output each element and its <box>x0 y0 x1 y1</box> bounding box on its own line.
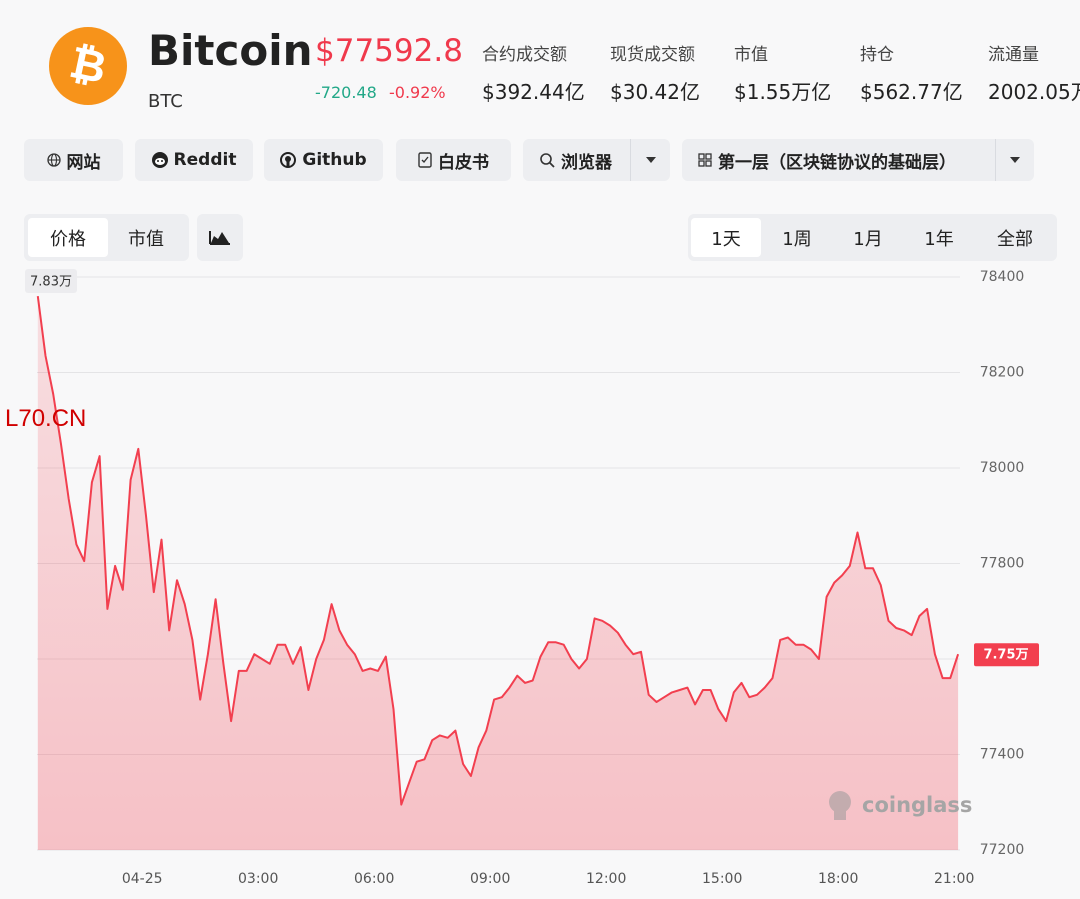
stat-value: $30.42亿 <box>610 80 700 104</box>
price-line <box>36 295 960 806</box>
high-label: 7.83万 <box>30 275 72 290</box>
range-tab[interactable]: 1周 <box>782 229 812 250</box>
tab[interactable]: 市值 <box>128 229 164 250</box>
tab[interactable]: 价格 <box>50 229 86 250</box>
stat-label: 市值 <box>734 45 768 65</box>
grid-icon <box>698 153 712 167</box>
dropdown-caret[interactable] <box>646 157 656 163</box>
stat-value: $392.44亿 <box>482 80 585 104</box>
link-whitepaper[interactable]: 白皮书 <box>396 139 511 181</box>
stat-label: 合约成交额 <box>482 45 567 65</box>
area-fill <box>37 296 959 851</box>
x-tick-label: 03:00 <box>238 871 278 887</box>
doc-icon <box>418 152 432 168</box>
stat-label: 流通量 <box>988 45 1039 65</box>
price: $77592.8 <box>315 33 463 69</box>
link-reddit[interactable]: Reddit <box>135 139 253 181</box>
y-tick-label: 78400 <box>980 269 1025 285</box>
price-change-pct: -0.92% <box>389 83 446 102</box>
range-tab[interactable]: 1年 <box>924 229 954 250</box>
link-label: 白皮书 <box>438 152 489 173</box>
link-github[interactable]: Github <box>264 139 383 181</box>
y-tick-label: 77200 <box>980 842 1025 858</box>
divider <box>630 139 631 181</box>
x-tick-label: 06:00 <box>354 871 394 887</box>
y-tick-label: 77800 <box>980 556 1025 572</box>
stat-value: 2002.05万 <box>988 80 1080 104</box>
x-tick-label: 09:00 <box>470 871 510 887</box>
logo-circle <box>49 27 127 105</box>
watermark: coinglass <box>862 793 972 817</box>
divider <box>995 139 996 181</box>
range-tab[interactable]: 1月 <box>853 229 883 250</box>
x-tick-label: 21:00 <box>934 871 974 887</box>
coin-logo: ₿ <box>49 27 127 105</box>
area-chart-icon <box>209 231 230 245</box>
coin-name: Bitcoin <box>148 26 313 75</box>
coin-symbol: BTC <box>148 91 183 112</box>
y-tick-label: 78000 <box>980 460 1025 476</box>
selected-range <box>691 218 761 257</box>
globe-icon <box>46 153 61 167</box>
y-tick-label: 77400 <box>980 747 1025 763</box>
stat-value: $1.55万亿 <box>734 80 832 104</box>
search-icon <box>540 153 555 168</box>
link-label: Github <box>302 150 367 170</box>
overlay-text: L70.CN <box>5 405 87 432</box>
stat-value: $562.77亿 <box>860 80 963 104</box>
category-tag[interactable]: 第一层（区块链协议的基础层） <box>682 139 1034 181</box>
link-label: 浏览器 <box>561 152 612 173</box>
chart-type-button[interactable] <box>197 214 243 261</box>
x-tick-label: 12:00 <box>586 871 626 887</box>
last-price-box <box>974 643 1039 667</box>
stat-label: 持仓 <box>860 45 894 65</box>
watermark-icon <box>834 810 846 820</box>
reddit-icon <box>151 152 168 168</box>
x-tick-label: 04-25 <box>122 871 163 887</box>
link-label: 网站 <box>66 152 101 173</box>
watermark-icon <box>829 791 851 813</box>
dropdown-caret[interactable] <box>1010 157 1020 163</box>
range-tab[interactable]: 1天 <box>711 229 741 250</box>
stat-label: 现货成交额 <box>610 45 695 65</box>
link-label: Reddit <box>173 150 237 170</box>
last-price-label: 7.75万 <box>983 648 1028 663</box>
link-label: 第一层（区块链协议的基础层） <box>718 152 956 173</box>
high-label-box <box>25 269 77 293</box>
watermark-logo <box>829 791 851 820</box>
y-tick-label: 78200 <box>980 365 1025 381</box>
github-icon <box>280 152 297 168</box>
x-tick-label: 15:00 <box>702 871 742 887</box>
price-change: -720.48 <box>315 83 377 102</box>
selected-tab <box>28 218 108 257</box>
link-website[interactable]: 网站 <box>24 139 123 181</box>
range-tab[interactable]: 全部 <box>997 229 1033 250</box>
x-tick-label: 18:00 <box>818 871 858 887</box>
link-explorer[interactable]: 浏览器 <box>523 139 670 181</box>
